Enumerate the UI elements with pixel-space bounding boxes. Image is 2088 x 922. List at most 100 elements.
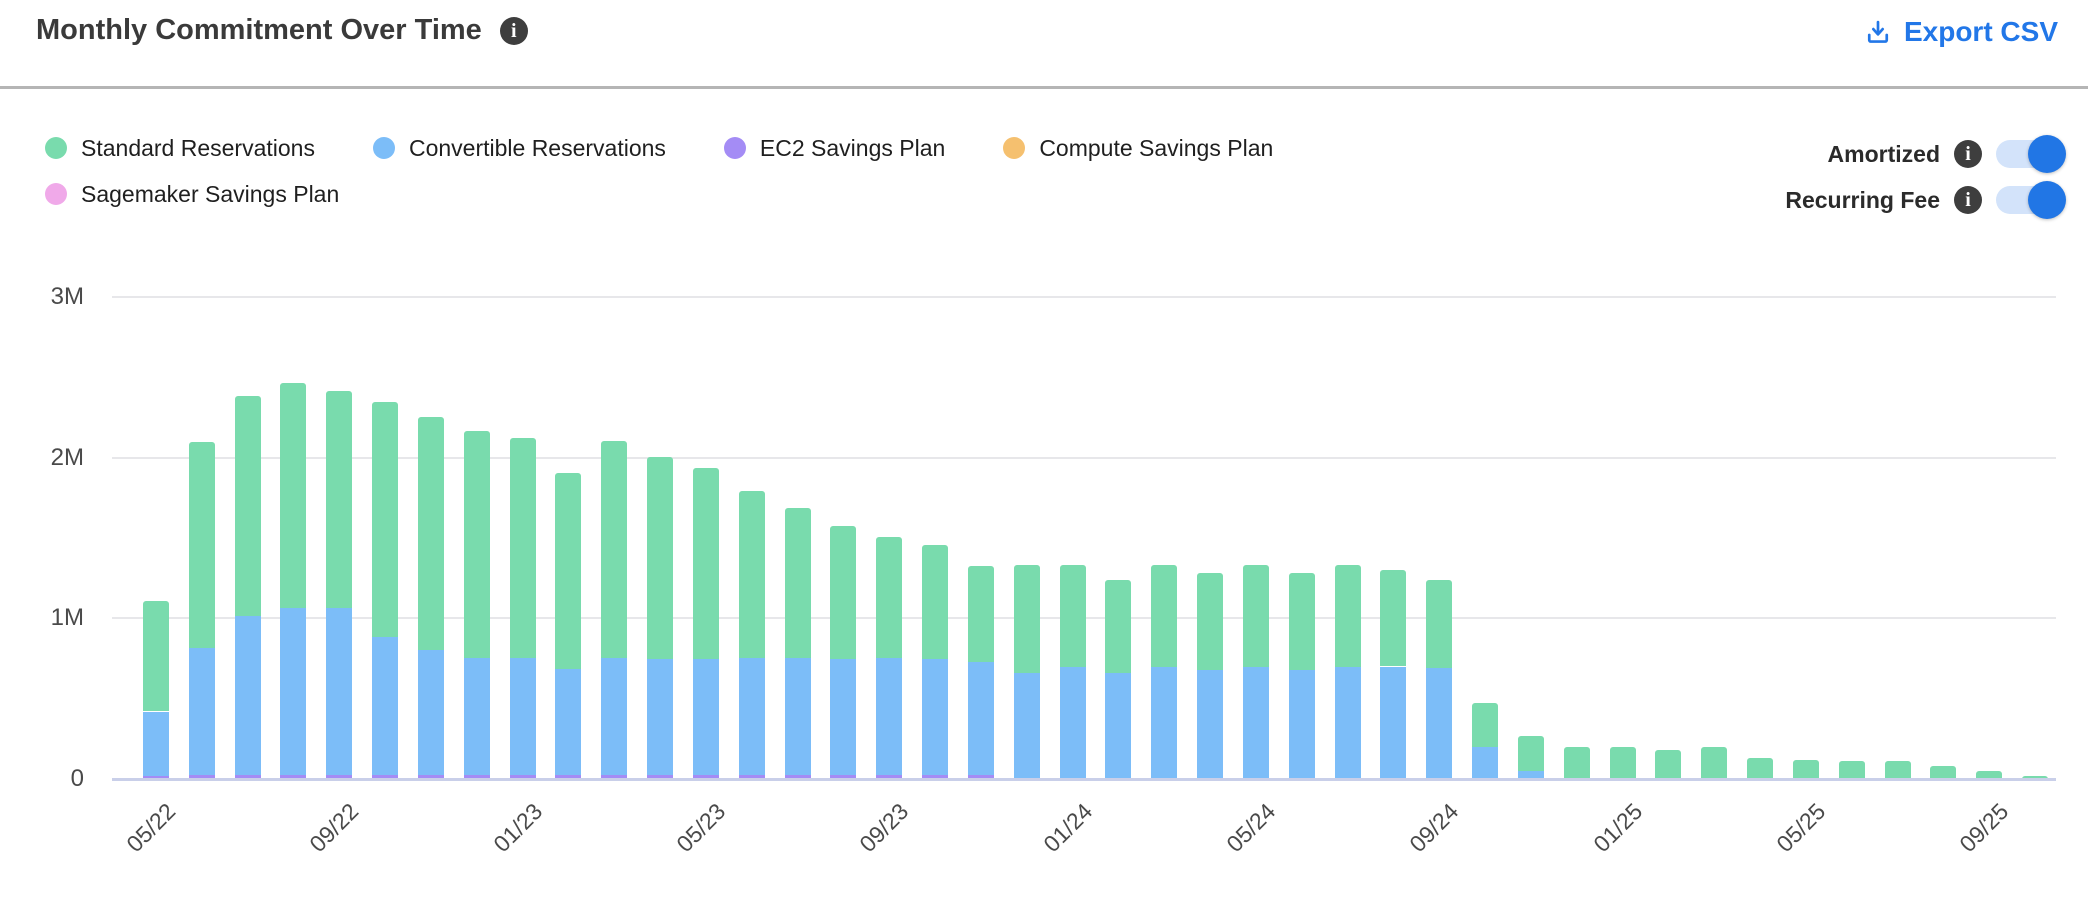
bar-08/23-Convertible Reservations[interactable]: [830, 659, 857, 775]
bar-11/24-Convertible Reservations[interactable]: [1517, 770, 1544, 779]
bar-07/22-Convertible Reservations[interactable]: [234, 615, 261, 775]
bar-09/23-Convertible Reservations[interactable]: [876, 657, 903, 775]
bar-01/25-Standard Reservations[interactable]: [1609, 746, 1636, 779]
bar-01/23-Convertible Reservations[interactable]: [509, 657, 536, 775]
bar-07/24-Standard Reservations[interactable]: [1334, 565, 1361, 667]
bar-11/23-EC2 Savings Plan[interactable]: [967, 774, 994, 779]
bar-05/22-Convertible Reservations[interactable]: [143, 711, 169, 776]
bar-05/25-Standard Reservations[interactable]: [1792, 759, 1819, 779]
bar-10/24-Convertible Reservations[interactable]: [1472, 746, 1499, 779]
bar-11/22-Convertible Reservations[interactable]: [417, 649, 444, 775]
bar-06/23-Standard Reservations[interactable]: [738, 490, 765, 658]
bar-05/22-Standard Reservations[interactable]: [143, 600, 169, 712]
bar-06/22-Convertible Reservations[interactable]: [188, 648, 215, 775]
bar-06/23-Convertible Reservations[interactable]: [738, 657, 765, 775]
legend-item-1[interactable]: Convertible Reservations: [372, 133, 666, 163]
bar-01/24-Standard Reservations[interactable]: [1059, 565, 1086, 667]
bar-06/23-EC2 Savings Plan[interactable]: [738, 774, 765, 779]
bar-04/24-Convertible Reservations[interactable]: [1197, 669, 1224, 779]
bar-12/23-Standard Reservations[interactable]: [1013, 565, 1040, 673]
bar-12/22-Convertible Reservations[interactable]: [463, 657, 490, 775]
bar-12/24-Standard Reservations[interactable]: [1563, 746, 1590, 779]
bar-08/24-Standard Reservations[interactable]: [1380, 570, 1407, 667]
bar-11/24-Standard Reservations[interactable]: [1517, 735, 1544, 771]
bar-12/22-EC2 Savings Plan[interactable]: [463, 774, 490, 779]
amortized-info-icon[interactable]: i: [1954, 140, 1982, 168]
bar-01/23-Standard Reservations[interactable]: [509, 437, 536, 658]
bar-08/25-Standard Reservations[interactable]: [1930, 766, 1957, 779]
bar-11/22-EC2 Savings Plan[interactable]: [417, 774, 444, 779]
bar-11/22-Standard Reservations[interactable]: [417, 416, 444, 650]
bar-05/23-Convertible Reservations[interactable]: [692, 659, 719, 775]
bar-08/23-Standard Reservations[interactable]: [830, 525, 857, 660]
bar-05/24-Standard Reservations[interactable]: [1242, 565, 1269, 667]
bar-06/24-Convertible Reservations[interactable]: [1288, 669, 1315, 779]
bar-07/23-Convertible Reservations[interactable]: [784, 657, 811, 775]
bar-06/22-Standard Reservations[interactable]: [188, 442, 215, 649]
bar-10/23-Convertible Reservations[interactable]: [922, 659, 949, 775]
bar-11/23-Standard Reservations[interactable]: [967, 566, 994, 663]
bar-01/24-Convertible Reservations[interactable]: [1059, 666, 1086, 779]
bar-09/24-Convertible Reservations[interactable]: [1426, 668, 1453, 779]
bar-08/23-EC2 Savings Plan[interactable]: [830, 774, 857, 779]
bar-08/22-Standard Reservations[interactable]: [280, 382, 307, 608]
bar-06/25-Standard Reservations[interactable]: [1838, 761, 1865, 779]
bar-10/22-Convertible Reservations[interactable]: [372, 636, 399, 775]
legend-item-0[interactable]: Standard Reservations: [45, 133, 315, 163]
bar-09/23-Standard Reservations[interactable]: [876, 537, 903, 658]
bar-02/24-Convertible Reservations[interactable]: [1105, 672, 1132, 779]
bar-03/25-Standard Reservations[interactable]: [1701, 746, 1728, 779]
recurring-fee-toggle[interactable]: [1996, 181, 2066, 219]
bar-12/22-Standard Reservations[interactable]: [463, 431, 490, 658]
bar-07/25-Standard Reservations[interactable]: [1884, 761, 1911, 779]
bar-03/24-Convertible Reservations[interactable]: [1151, 666, 1178, 779]
bar-10/23-EC2 Savings Plan[interactable]: [922, 774, 949, 779]
bar-10/23-Standard Reservations[interactable]: [922, 545, 949, 660]
bar-08/22-Convertible Reservations[interactable]: [280, 607, 307, 775]
bar-08/24-Convertible Reservations[interactable]: [1380, 666, 1407, 779]
bar-09/22-Convertible Reservations[interactable]: [326, 607, 353, 775]
bar-01/23-EC2 Savings Plan[interactable]: [509, 774, 536, 779]
export-csv-button[interactable]: Export CSV: [1864, 16, 2058, 48]
bar-05/24-Convertible Reservations[interactable]: [1242, 666, 1269, 779]
bar-03/23-Standard Reservations[interactable]: [601, 440, 628, 658]
bar-10/22-Standard Reservations[interactable]: [372, 402, 399, 637]
bar-07/22-Standard Reservations[interactable]: [234, 395, 261, 616]
bar-06/22-EC2 Savings Plan[interactable]: [188, 774, 215, 779]
bar-07/24-Convertible Reservations[interactable]: [1334, 666, 1361, 779]
bar-09/24-Standard Reservations[interactable]: [1426, 579, 1453, 669]
bar-12/23-Convertible Reservations[interactable]: [1013, 672, 1040, 779]
bar-07/23-Standard Reservations[interactable]: [784, 508, 811, 658]
bar-10/24-Standard Reservations[interactable]: [1472, 703, 1499, 747]
bar-08/22-EC2 Savings Plan[interactable]: [280, 774, 307, 779]
bar-02/23-Convertible Reservations[interactable]: [555, 668, 582, 775]
bar-03/23-Convertible Reservations[interactable]: [601, 657, 628, 775]
title-info-icon[interactable]: i: [499, 16, 528, 45]
bar-02/23-EC2 Savings Plan[interactable]: [555, 774, 582, 779]
bar-10/25-Standard Reservations[interactable]: [2022, 775, 2049, 779]
bar-04/23-EC2 Savings Plan[interactable]: [647, 774, 674, 779]
bar-10/22-EC2 Savings Plan[interactable]: [372, 774, 399, 779]
bar-04/25-Standard Reservations[interactable]: [1747, 758, 1774, 779]
amortized-toggle[interactable]: [1996, 135, 2066, 173]
bar-07/22-EC2 Savings Plan[interactable]: [234, 774, 261, 779]
recurring-fee-info-icon[interactable]: i: [1954, 186, 1982, 214]
bar-09/25-Standard Reservations[interactable]: [1976, 770, 2003, 779]
legend-item-2[interactable]: EC2 Savings Plan: [723, 133, 945, 163]
bar-09/22-EC2 Savings Plan[interactable]: [326, 774, 353, 779]
bar-05/22-EC2 Savings Plan[interactable]: [143, 775, 169, 779]
bar-09/22-Standard Reservations[interactable]: [326, 390, 353, 608]
bar-04/23-Standard Reservations[interactable]: [647, 456, 674, 660]
bar-02/23-Standard Reservations[interactable]: [555, 472, 582, 669]
legend-item-4[interactable]: Sagemaker Savings Plan: [45, 179, 339, 209]
bar-06/24-Standard Reservations[interactable]: [1288, 573, 1315, 670]
bar-04/23-Convertible Reservations[interactable]: [647, 659, 674, 775]
bar-02/24-Standard Reservations[interactable]: [1105, 579, 1132, 673]
bar-07/23-EC2 Savings Plan[interactable]: [784, 774, 811, 779]
bar-09/23-EC2 Savings Plan[interactable]: [876, 774, 903, 779]
bar-05/23-Standard Reservations[interactable]: [692, 468, 719, 660]
bar-04/24-Standard Reservations[interactable]: [1197, 573, 1224, 670]
bar-05/23-EC2 Savings Plan[interactable]: [692, 774, 719, 779]
bar-11/23-Convertible Reservations[interactable]: [967, 662, 994, 775]
bar-02/25-Standard Reservations[interactable]: [1655, 750, 1682, 779]
